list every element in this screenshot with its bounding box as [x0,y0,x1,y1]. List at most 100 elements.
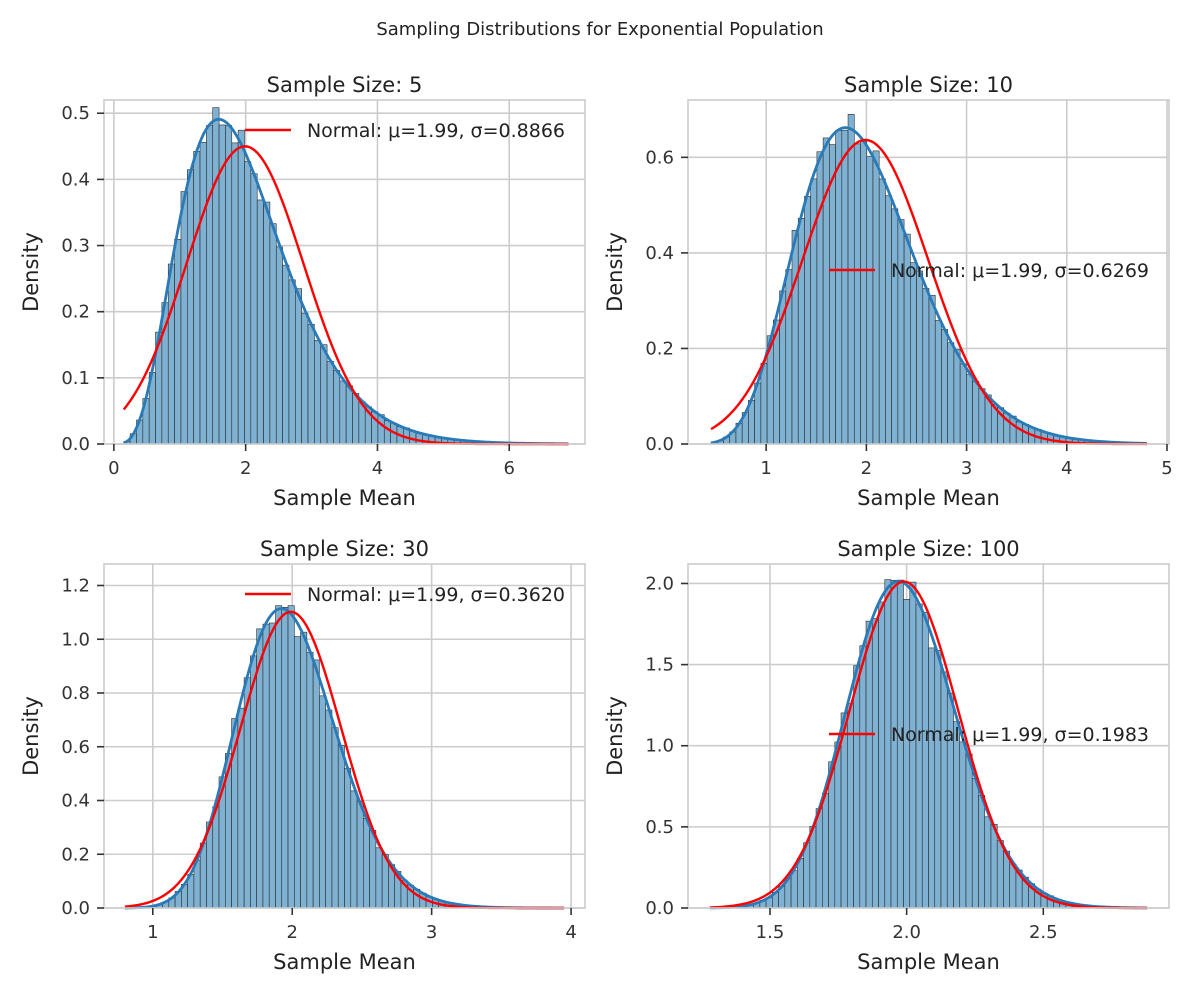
histogram-bar [250,173,258,445]
histogram-bar [841,130,849,445]
histogram-bar [940,671,948,909]
histogram-bar [375,847,383,909]
histogram-bar [928,295,936,445]
x-axis-label: Sample Mean [273,486,416,510]
histogram-bar [319,695,326,909]
histogram-bar [333,370,341,445]
histogram-bar [934,650,942,909]
histogram-bar [853,665,861,909]
histogram-bar [344,767,352,909]
histogram-bar [966,374,973,445]
histogram-bar [199,142,207,445]
histogram-bar [829,144,836,445]
histogram-bar [306,651,314,909]
histogram-bar [237,129,245,445]
x-tick-label: 1 [147,922,158,943]
histogram-bar [803,842,811,909]
y-tick-label: 0.4 [61,169,90,190]
legend-label: Normal: μ=1.99, σ=0.8866 [307,120,565,142]
subplot-title: Sample Size: 30 [260,537,429,561]
histogram-bar [790,870,798,909]
histogram-bar [383,420,391,445]
y-tick-label: 1.0 [645,736,674,757]
y-tick-label: 0.4 [61,791,90,812]
histogram-bar [865,620,873,909]
histogram-bar [187,169,194,445]
histogram-bar [312,659,320,909]
y-tick-label: 0.0 [645,898,674,919]
histogram-bar [953,349,961,445]
normal-curve [710,138,1147,446]
histogram-bar [972,381,980,445]
histogram-bar [275,246,283,445]
kde-curve [710,126,1147,445]
histogram-bar [922,288,930,445]
histogram-bar [193,151,201,445]
histogram-bar [834,741,842,909]
y-tick-label: 0.0 [61,434,90,455]
legend: Normal: μ=1.99, σ=0.1983 [828,724,1149,746]
histogram-bar [325,709,333,909]
y-tick-label: 0.1 [61,368,90,389]
histogram [722,579,1123,909]
x-axis-label: Sample Mean [857,486,1000,510]
x-tick-label: 2 [861,458,872,479]
histogram-bar [815,808,823,909]
histogram-bar [295,288,302,445]
histogram-bar [959,363,967,445]
histogram-bar [878,601,886,909]
plot-frame [103,563,586,909]
histogram-bar [314,340,322,445]
subplot-title: Sample Size: 10 [844,73,1013,97]
y-tick-label: 0.4 [645,243,674,264]
histogram-bar [971,777,979,909]
histogram-bar [760,363,768,445]
subplot-2: 1 2 3 4 5 0.0 0.2 0.4 0.6 Sample Size: 10 Sample M… [603,73,1173,510]
histogram-bar [337,744,345,909]
histogram-bar [797,858,804,909]
histogram-bar [791,230,799,445]
y-tick-label: 0.0 [645,434,674,455]
histogram [137,605,508,909]
histogram-bar [212,806,220,909]
kde-curve [709,579,1148,910]
histogram-bar [990,824,998,909]
histogram-bar [816,151,824,445]
x-tick-label: 4 [565,922,576,943]
histogram-bar [941,329,948,445]
histogram-bar [206,125,214,445]
x-tick-label: 1 [760,458,771,479]
x-tick-label: 2 [240,458,251,479]
legend: Normal: μ=1.99, σ=0.6269 [828,260,1149,282]
y-tick-label: 0.2 [645,338,674,359]
histogram-bar [350,790,358,909]
histogram [123,107,544,445]
histogram-bar [953,721,961,909]
histogram-bar [288,279,296,445]
x-tick-label: 4 [372,458,383,479]
histogram-bar [352,393,360,445]
x-tick-label: 3 [426,922,437,943]
histogram-bar [320,344,328,445]
histogram-bar [231,142,239,445]
histogram-bar [853,143,861,445]
histogram-bar [903,598,911,909]
histogram-bar [947,342,955,445]
kde-curve [123,117,569,446]
histogram-bar [363,818,370,909]
histogram-bar [263,201,271,445]
x-tick-label: 5 [1161,458,1172,479]
histogram-bar [281,606,289,909]
y-tick-label: 0.5 [61,103,90,124]
x-tick-label: 0 [108,458,119,479]
y-tick-label: 0.3 [61,236,90,257]
histogram-bar [180,191,188,445]
histogram-bar [978,795,986,909]
plot-frame [687,99,1170,445]
histogram-bar [268,622,276,909]
legend: Normal: μ=1.99, σ=0.8866 [244,120,565,142]
histogram-bar [256,199,264,445]
subplot-title: Sample Size: 100 [837,537,1019,561]
histogram-bar [871,618,879,909]
histogram-bar [300,631,308,909]
